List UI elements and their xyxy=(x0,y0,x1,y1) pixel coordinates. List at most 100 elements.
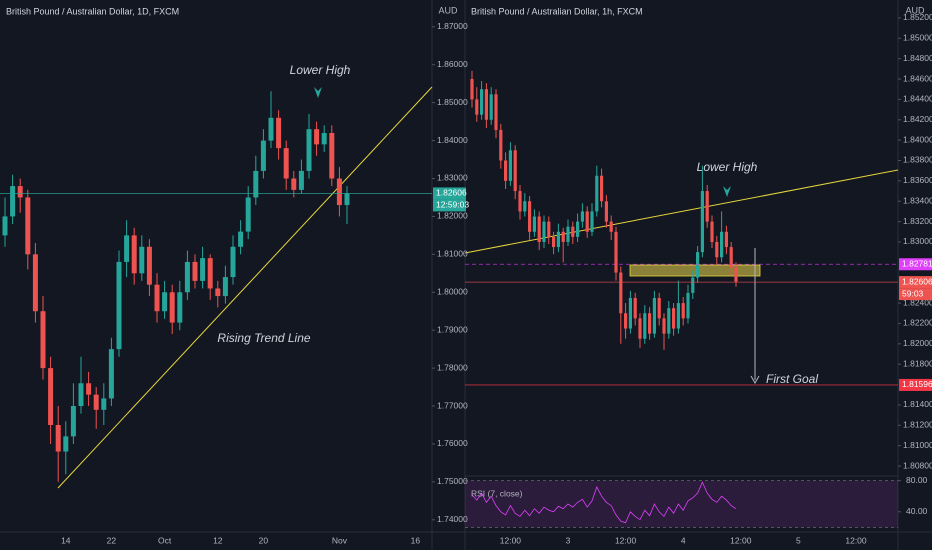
y-tick-label: 1.80800 xyxy=(903,460,932,470)
candle-body xyxy=(628,297,632,329)
candle-body xyxy=(116,261,122,350)
marker-arrow xyxy=(723,186,731,197)
candle-body xyxy=(667,308,671,334)
candle-body xyxy=(162,292,168,312)
candle-body xyxy=(32,254,38,312)
currency-label: AUD xyxy=(905,5,925,15)
candle-body xyxy=(523,201,527,212)
candle-body xyxy=(619,272,623,314)
y-tick-label: 1.82200 xyxy=(903,318,932,328)
candle-body xyxy=(556,231,560,248)
candle-body xyxy=(17,186,23,198)
candle-body xyxy=(475,99,479,115)
x-tick-label: 12:00 xyxy=(615,535,637,545)
countdown-box xyxy=(899,288,932,301)
candle-body xyxy=(222,277,228,297)
candle-body xyxy=(101,398,107,410)
x-tick-label: 20 xyxy=(259,535,269,545)
candle-body xyxy=(40,311,46,369)
y-tick-label: 1.83400 xyxy=(903,195,932,205)
y-tick-label: 1.83600 xyxy=(903,175,932,185)
y-tick-label: 1.81200 xyxy=(903,420,932,430)
trend-line xyxy=(57,86,433,489)
candle-body xyxy=(298,170,304,190)
chart-title: British Pound / Australian Dollar, 1h, F… xyxy=(471,6,643,16)
candle-body xyxy=(344,193,350,206)
candle-body xyxy=(528,201,532,232)
candle-body xyxy=(177,292,183,323)
candle-body xyxy=(676,303,680,329)
candle-body xyxy=(139,246,145,274)
candle-body xyxy=(643,313,647,339)
x-tick-label: 5 xyxy=(796,535,801,545)
candle-body xyxy=(681,303,685,319)
x-tick-label: Nov xyxy=(332,535,348,545)
candle-body xyxy=(624,313,628,329)
annotation: Lower High xyxy=(697,160,758,174)
candle-body xyxy=(268,117,274,141)
candle-body xyxy=(108,349,114,399)
countdown-label: 59:03 xyxy=(902,288,924,298)
y-tick-label: 1.82000 xyxy=(903,338,932,348)
x-tick-label: 16 xyxy=(411,535,421,545)
candle-body xyxy=(691,277,695,293)
price-label-box xyxy=(899,276,932,289)
candle-body xyxy=(513,150,517,192)
price-label-box xyxy=(899,378,932,391)
price-label: 1.82606 xyxy=(902,276,932,286)
candle-body xyxy=(260,140,266,171)
candle-body xyxy=(696,252,700,278)
candle-body xyxy=(504,160,508,181)
y-tick-label: 1.87000 xyxy=(437,21,468,31)
y-tick-label: 1.85200 xyxy=(903,12,932,22)
candle-body xyxy=(200,258,206,281)
y-tick-label: 1.84600 xyxy=(903,73,932,83)
candle-body xyxy=(480,89,484,115)
countdown-box xyxy=(433,199,466,212)
candle-body xyxy=(215,288,221,297)
y-tick-label: 1.81800 xyxy=(903,358,932,368)
candle-body xyxy=(720,231,724,258)
rsi-line xyxy=(471,481,737,524)
x-tick-label: 22 xyxy=(107,535,117,545)
candle-body xyxy=(724,231,728,248)
y-tick-label: 1.77000 xyxy=(437,400,468,410)
arrow-head xyxy=(750,375,760,385)
candle-body xyxy=(705,191,709,222)
price-label-box xyxy=(899,258,932,271)
y-tick-label: 1.85000 xyxy=(903,33,932,43)
rsi-tick-label: 40.00 xyxy=(906,506,928,516)
price-label: 1.81596 xyxy=(902,379,932,389)
resistance-zone xyxy=(629,264,761,277)
x-tick-label: 14 xyxy=(61,535,71,545)
candle-body xyxy=(93,394,99,410)
candle-body xyxy=(70,406,76,437)
candle-body xyxy=(700,191,704,253)
y-tick-label: 1.84400 xyxy=(903,94,932,104)
candle-body xyxy=(484,89,488,120)
y-tick-label: 1.81400 xyxy=(903,399,932,409)
candle-body xyxy=(652,297,656,334)
y-tick-label: 1.76000 xyxy=(437,438,468,448)
candle-body xyxy=(192,261,198,281)
candle-body xyxy=(604,201,608,222)
y-tick-label: 1.75000 xyxy=(437,476,468,486)
y-tick-label: 1.80000 xyxy=(437,287,468,297)
rsi-title: RSI (7, close) xyxy=(471,488,523,498)
candle-body xyxy=(552,236,556,248)
candle-body xyxy=(580,211,584,222)
candle-body xyxy=(494,94,498,130)
x-tick-label: 12 xyxy=(213,535,223,545)
candle-body xyxy=(638,318,642,339)
y-tick-label: 1.86000 xyxy=(437,59,468,69)
candle-body xyxy=(686,292,690,319)
candle-body xyxy=(55,424,61,452)
candle-body xyxy=(537,216,541,242)
x-tick-label: 4 xyxy=(681,535,686,545)
candle-body xyxy=(291,178,297,190)
price-label: 1.82781 xyxy=(902,259,932,269)
y-tick-label: 1.83200 xyxy=(903,216,932,226)
y-tick-label: 1.79000 xyxy=(437,324,468,334)
candle-body xyxy=(2,216,8,236)
candle-body xyxy=(78,383,84,407)
